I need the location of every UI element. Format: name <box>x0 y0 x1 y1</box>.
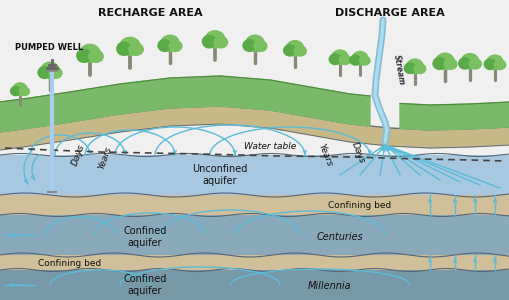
Ellipse shape <box>253 40 267 52</box>
Ellipse shape <box>48 67 63 79</box>
Ellipse shape <box>485 54 503 70</box>
Text: RECHARGE AREA: RECHARGE AREA <box>98 8 202 18</box>
Bar <box>0 255 509 270</box>
Ellipse shape <box>157 39 172 52</box>
Ellipse shape <box>79 44 101 63</box>
Text: DISCHARGE AREA: DISCHARGE AREA <box>334 8 444 18</box>
Ellipse shape <box>19 87 30 96</box>
Ellipse shape <box>358 56 370 66</box>
Ellipse shape <box>40 61 60 79</box>
Ellipse shape <box>338 54 351 65</box>
Ellipse shape <box>242 39 256 52</box>
Ellipse shape <box>460 53 478 70</box>
Text: Years: Years <box>97 145 113 171</box>
Ellipse shape <box>434 52 454 70</box>
Ellipse shape <box>413 63 426 74</box>
Ellipse shape <box>245 34 264 52</box>
Polygon shape <box>0 76 369 132</box>
Ellipse shape <box>168 40 182 52</box>
Ellipse shape <box>493 59 505 70</box>
Ellipse shape <box>293 45 306 57</box>
Bar <box>0 155 509 195</box>
Text: Stream: Stream <box>391 54 406 86</box>
Ellipse shape <box>432 57 446 70</box>
Ellipse shape <box>442 58 457 70</box>
Ellipse shape <box>10 86 21 96</box>
Text: Days: Days <box>70 143 86 167</box>
Ellipse shape <box>349 55 361 66</box>
Text: Confined
aquifer: Confined aquifer <box>123 274 166 296</box>
Ellipse shape <box>88 50 104 63</box>
Text: Water table: Water table <box>243 142 296 151</box>
Text: Confined
aquifer: Confined aquifer <box>123 226 166 248</box>
Ellipse shape <box>128 43 144 56</box>
Bar <box>0 270 509 300</box>
Ellipse shape <box>330 49 348 65</box>
Ellipse shape <box>160 34 180 52</box>
Ellipse shape <box>351 51 367 66</box>
Ellipse shape <box>37 66 51 79</box>
Polygon shape <box>399 102 509 130</box>
Polygon shape <box>0 106 509 150</box>
Text: Confining bed: Confining bed <box>328 200 391 209</box>
Ellipse shape <box>457 57 471 70</box>
Text: Unconfined
aquifer: Unconfined aquifer <box>192 164 247 186</box>
Ellipse shape <box>116 41 131 56</box>
Ellipse shape <box>213 36 228 49</box>
Text: Years: Years <box>316 142 333 168</box>
Ellipse shape <box>12 82 28 96</box>
Ellipse shape <box>483 58 496 70</box>
Ellipse shape <box>204 30 225 49</box>
Bar <box>0 195 509 215</box>
Ellipse shape <box>282 44 296 57</box>
Ellipse shape <box>405 58 423 74</box>
Bar <box>0 215 509 255</box>
Ellipse shape <box>202 35 216 49</box>
Text: Days: Days <box>349 141 365 165</box>
Ellipse shape <box>328 53 341 65</box>
Text: Confining bed: Confining bed <box>38 259 101 268</box>
Ellipse shape <box>76 49 92 63</box>
Text: PUMPED WELL: PUMPED WELL <box>15 43 83 52</box>
Text: Centuries: Centuries <box>316 232 362 242</box>
Ellipse shape <box>285 40 304 57</box>
Ellipse shape <box>119 37 140 56</box>
Text: Millennia: Millennia <box>307 281 351 291</box>
Ellipse shape <box>467 58 481 70</box>
Ellipse shape <box>403 62 416 74</box>
